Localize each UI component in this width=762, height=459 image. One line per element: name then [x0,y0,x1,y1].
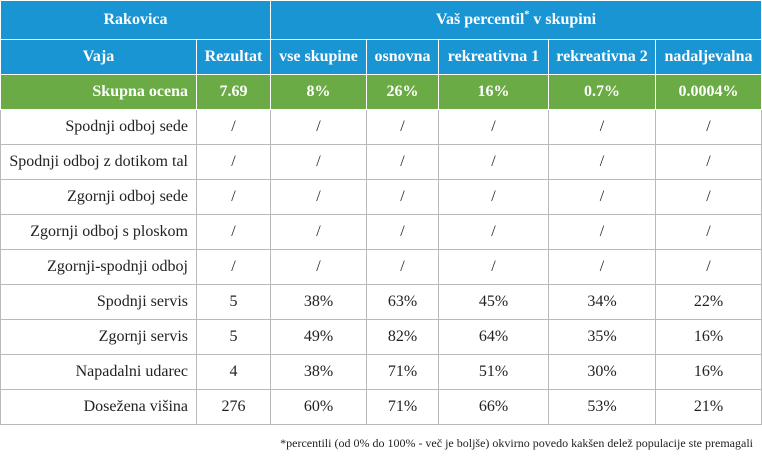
skill-name: Zgornji odboj sede [0,179,197,215]
total-score-percentile: 0.0004% [655,74,762,110]
skill-percentile: 21% [655,389,762,425]
total-score-percentile: 26% [366,74,439,110]
percentile-title-text: Vaš percentil [435,11,525,28]
percentile-title-suffix: v skupini [529,11,597,28]
total-score-percentile: 8% [270,74,367,110]
skill-percentile: 64% [438,319,549,355]
skill-percentile: 71% [366,389,439,425]
column-header-group: rekreativna 2 [548,39,656,75]
skill-percentile: 16% [655,354,762,390]
skill-percentile: 66% [438,389,549,425]
skill-percentile: 38% [270,354,367,390]
skill-percentile: 35% [548,319,656,355]
skill-name: Dosežena višina [0,389,197,425]
table-row: Zgornji-spodnji odboj / / / / / / [0,249,762,285]
skill-percentile: 22% [655,284,762,320]
skill-percentile: / [548,214,656,250]
skill-percentile: / [270,214,367,250]
skill-percentile: / [655,179,762,215]
column-header-skill: Vaja [0,39,197,75]
total-score-row: Skupna ocena 7.69 8% 26% 16% 0.7% 0.0004… [0,74,762,110]
skill-result: 276 [196,389,271,425]
table-row: Zgornji odboj s ploskom / / / / / / [0,214,762,250]
total-score-percentile: 0.7% [548,74,656,110]
skill-result: / [196,179,271,215]
skill-name: Napadalni udarec [0,354,197,390]
skill-result: 4 [196,354,271,390]
skill-percentile: / [655,144,762,180]
skill-percentile: 45% [438,284,549,320]
header-row-top: Rakovica Vaš percentil* v skupini [0,0,762,40]
footnote-marker: * [524,9,530,21]
table-row: Spodnji odboj z dotikom tal / / / / / / [0,144,762,180]
skill-percentile: 30% [548,354,656,390]
skill-percentile: 16% [655,319,762,355]
skill-percentile: / [655,214,762,250]
skill-percentile: / [438,179,549,215]
skill-percentile: 49% [270,319,367,355]
skill-result: / [196,214,271,250]
skill-percentile: 82% [366,319,439,355]
total-score-label: Skupna ocena [0,74,197,110]
skill-percentile: / [366,109,439,145]
skill-percentile: / [438,144,549,180]
table-row: Zgornji servis 5 49% 82% 64% 35% 16% [0,319,762,355]
skill-percentile: 34% [548,284,656,320]
skill-percentile: 53% [548,389,656,425]
skill-percentile: 71% [366,354,439,390]
skill-result: 5 [196,319,271,355]
skill-result: / [196,109,271,145]
skill-percentile: / [270,144,367,180]
total-score-percentile: 16% [438,74,549,110]
skill-percentile: / [548,249,656,285]
skill-name: Zgornji odboj s ploskom [0,214,197,250]
table-row: Spodnji servis 5 38% 63% 45% 34% 22% [0,284,762,320]
skill-percentile: / [438,214,549,250]
skill-percentile: / [438,249,549,285]
skill-result: / [196,144,271,180]
skill-percentile: / [655,109,762,145]
skill-percentile: 63% [366,284,439,320]
table-row: Dosežena višina 276 60% 71% 66% 53% 21% [0,389,762,425]
skill-percentile: / [270,179,367,215]
skill-percentile: / [366,214,439,250]
header-row-columns: Vaja Rezultat vse skupine osnovna rekrea… [0,39,762,75]
skill-name: Spodnji odboj z dotikom tal [0,144,197,180]
skill-percentile: 60% [270,389,367,425]
skill-percentile: / [548,144,656,180]
skill-result: 5 [196,284,271,320]
table-row: Napadalni udarec 4 38% 71% 51% 30% 16% [0,354,762,390]
skill-percentile: / [270,109,367,145]
results-table: Rakovica Vaš percentil* v skupini Vaja R… [0,0,762,425]
skill-result: / [196,249,271,285]
skill-name: Spodnji servis [0,284,197,320]
skill-percentile: / [548,179,656,215]
skill-percentile: / [366,144,439,180]
column-header-group: osnovna [366,39,439,75]
column-header-group: vse skupine [270,39,367,75]
table-row: Spodnji odboj sede / / / / / / [0,109,762,145]
club-name: Rakovica [0,0,271,40]
percentile-title: Vaš percentil* v skupini [270,0,762,40]
skill-percentile: 51% [438,354,549,390]
percentile-footnote: *percentili (od 0% do 100% - več je bolj… [280,436,753,450]
skill-name: Spodnji odboj sede [0,109,197,145]
skill-percentile: / [270,249,367,285]
total-score-result: 7.69 [196,74,271,110]
skill-percentile: / [655,249,762,285]
skill-name: Zgornji servis [0,319,197,355]
column-header-group: rekreativna 1 [438,39,549,75]
table-row: Zgornji odboj sede / / / / / / [0,179,762,215]
column-header-group: nadaljevalna [655,39,762,75]
skill-percentile: / [366,179,439,215]
skill-percentile: / [366,249,439,285]
skill-percentile: 38% [270,284,367,320]
skill-percentile: / [548,109,656,145]
column-header-result: Rezultat [196,39,271,75]
skill-percentile: / [438,109,549,145]
skill-name: Zgornji-spodnji odboj [0,249,197,285]
